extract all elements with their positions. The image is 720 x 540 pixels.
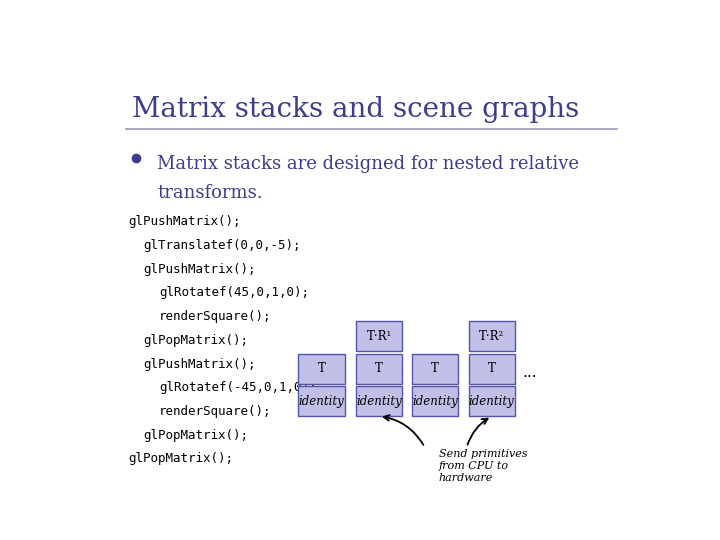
Text: ...: ... (523, 365, 537, 380)
Text: identity: identity (469, 395, 515, 408)
FancyBboxPatch shape (298, 354, 345, 384)
Text: Matrix stacks are designed for nested relative: Matrix stacks are designed for nested re… (157, 155, 579, 173)
FancyBboxPatch shape (356, 386, 402, 416)
Text: identity: identity (299, 395, 344, 408)
FancyArrowPatch shape (384, 415, 423, 445)
Text: T: T (375, 362, 383, 375)
Text: glPushMatrix();: glPushMatrix(); (143, 357, 256, 370)
FancyBboxPatch shape (469, 386, 515, 416)
Text: transforms.: transforms. (157, 184, 263, 202)
FancyBboxPatch shape (298, 386, 345, 416)
FancyArrowPatch shape (467, 418, 487, 445)
Text: glPopMatrix();: glPopMatrix(); (143, 429, 248, 442)
Text: renderSquare();: renderSquare(); (159, 405, 271, 418)
Text: glPushMatrix();: glPushMatrix(); (128, 215, 240, 228)
Text: glPushMatrix();: glPushMatrix(); (143, 263, 256, 276)
Text: T: T (431, 362, 438, 375)
FancyBboxPatch shape (356, 321, 402, 352)
Text: Matrix stacks and scene graphs: Matrix stacks and scene graphs (132, 96, 579, 123)
Text: glRotatef(45,0,1,0);: glRotatef(45,0,1,0); (159, 286, 309, 299)
Text: renderSquare();: renderSquare(); (159, 310, 271, 323)
FancyBboxPatch shape (412, 386, 458, 416)
Text: identity: identity (412, 395, 458, 408)
FancyBboxPatch shape (356, 354, 402, 384)
Text: T: T (488, 362, 495, 375)
FancyBboxPatch shape (76, 55, 662, 491)
Text: T·R²: T·R² (479, 330, 505, 343)
FancyBboxPatch shape (469, 321, 515, 352)
Text: Send primitives
from CPU to
hardware: Send primitives from CPU to hardware (438, 449, 527, 483)
Text: identity: identity (356, 395, 402, 408)
Text: glPopMatrix();: glPopMatrix(); (143, 334, 248, 347)
Text: T·R¹: T·R¹ (366, 330, 392, 343)
FancyBboxPatch shape (469, 354, 515, 384)
Text: glTranslatef(0,0,-5);: glTranslatef(0,0,-5); (143, 239, 301, 252)
Text: glRotatef(-45,0,1,0);: glRotatef(-45,0,1,0); (159, 381, 317, 394)
FancyBboxPatch shape (412, 354, 458, 384)
Text: T: T (318, 362, 325, 375)
Text: glPopMatrix();: glPopMatrix(); (128, 453, 233, 465)
